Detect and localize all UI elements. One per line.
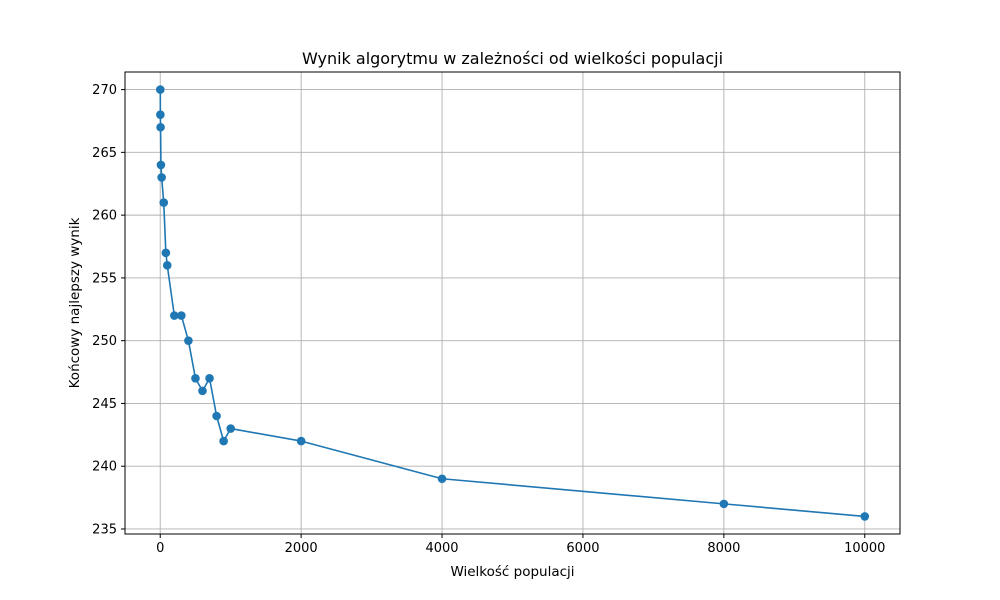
- data-point: [156, 122, 165, 132]
- ticks-layer: 0 2000 4000 6000 8000 10000 235 240 245 250 255 260…: [92, 83, 885, 556]
- y-tick-label: 250: [92, 334, 117, 349]
- chart-title: Wynik algorytmu w zależności od wielkośc…: [302, 49, 723, 68]
- data-point: [205, 374, 214, 383]
- data-point: [226, 424, 235, 433]
- data-point: [161, 248, 171, 258]
- data-point: [156, 85, 165, 94]
- data-point: [156, 160, 166, 170]
- y-axis-label: Końcowy najlepszy wynik: [67, 217, 83, 388]
- data-point: [157, 173, 166, 182]
- data-point: [184, 336, 193, 345]
- x-tick-label: 4000: [425, 541, 458, 556]
- data-point: [162, 261, 172, 270]
- x-tick-label: 10000: [844, 541, 885, 556]
- y-tick-label: 260: [92, 209, 117, 224]
- data-point: [719, 499, 729, 509]
- grid-layer: [125, 72, 900, 534]
- data-point: [860, 512, 870, 521]
- data-point: [170, 311, 179, 320]
- x-tick-label: 2000: [285, 541, 318, 556]
- series-layer: [156, 85, 870, 521]
- x-axis-label: Wielkość populacji: [450, 564, 574, 580]
- x-tick-label: 6000: [566, 541, 599, 556]
- y-tick-label: 240: [92, 460, 117, 475]
- x-tick-label: 8000: [707, 541, 740, 556]
- data-point: [177, 311, 186, 320]
- data-point: [156, 110, 165, 119]
- data-point: [219, 436, 228, 446]
- y-tick-label: 235: [92, 522, 117, 537]
- data-point: [296, 436, 306, 446]
- x-tick-label: 0: [156, 541, 164, 556]
- plot-area-frame: [124, 71, 901, 535]
- y-tick-label: 265: [92, 146, 117, 161]
- y-tick-label: 245: [92, 397, 117, 412]
- data-point: [437, 474, 447, 484]
- data-point: [212, 411, 221, 421]
- data-point: [198, 386, 207, 396]
- data-point: [191, 374, 200, 383]
- y-tick-label: 270: [92, 83, 117, 98]
- y-tick-label: 255: [92, 271, 117, 286]
- data-point: [159, 198, 169, 207]
